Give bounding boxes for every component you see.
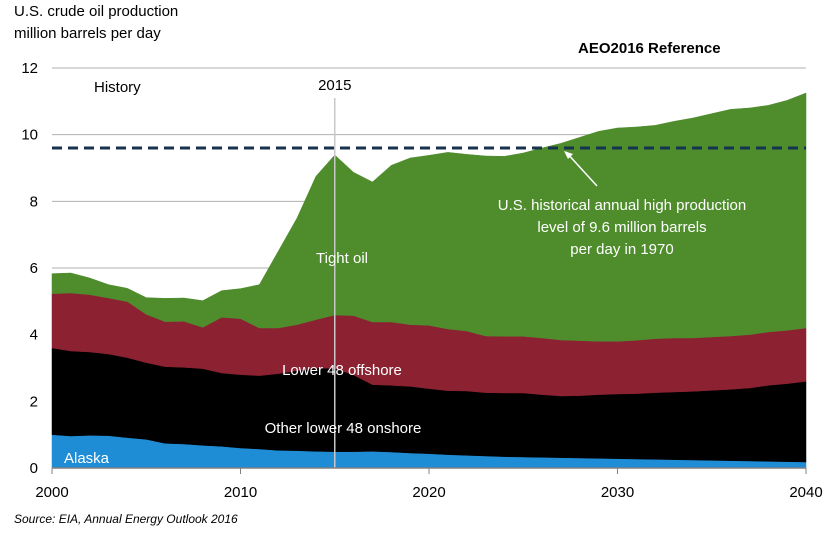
annotation-arrow-shaft — [565, 151, 598, 187]
axes: 0 2 4 6 8 10 12 2000 2010 2020 2030 2040 — [21, 60, 822, 501]
series-label-2: Lower 48 offshore — [282, 362, 402, 379]
reference-line: U.S. historical annual high production le… — [52, 146, 806, 258]
y-axis-title-line1: U.S. crude oil production — [14, 3, 179, 20]
series-label-1: Other lower 48 onshore — [265, 420, 422, 437]
source-note: Source: EIA, Annual Energy Outlook 2016 — [14, 512, 238, 526]
annotation-line-2: per day in 1970 — [570, 241, 673, 258]
y-tick-label-4: 4 — [30, 327, 38, 344]
marker-2015: 2015 — [318, 77, 351, 468]
y-tick-label-0: 0 — [30, 460, 38, 477]
annotation-arrow-head — [564, 151, 573, 159]
y-axis-title-line2: million barrels per day — [14, 25, 161, 42]
stacked-areas — [51, 92, 807, 469]
x-tick-label-2010: 2010 — [224, 484, 257, 501]
series-label-3: Tight oil — [316, 250, 368, 267]
marker-label: 2015 — [318, 77, 351, 94]
chart-canvas: 2015 U.S. historical annual high product… — [21, 60, 822, 501]
annotation-line-0: U.S. historical annual high production — [498, 197, 746, 214]
x-tick-label-2000: 2000 — [35, 484, 68, 501]
scenario-label: AEO2016 Reference — [578, 40, 721, 57]
y-tick-label-2: 2 — [30, 393, 38, 410]
history-label: History — [94, 79, 141, 96]
series-labels: Alaska Other lower 48 onshore Lower 48 off… — [64, 250, 421, 467]
y-tick-label-6: 6 — [30, 260, 38, 277]
series-label-0: Alaska — [64, 450, 110, 467]
x-tick-label-2020: 2020 — [412, 484, 445, 501]
y-tick-label-8: 8 — [30, 193, 38, 210]
y-tick-label-12: 12 — [21, 60, 38, 77]
annotation-line-1: level of 9.6 million barrels — [537, 219, 706, 236]
x-tick-label-2030: 2030 — [601, 484, 634, 501]
y-tick-label-10: 10 — [21, 127, 38, 144]
x-tick-label-2040: 2040 — [789, 484, 822, 501]
area-series-3 — [51, 92, 807, 342]
